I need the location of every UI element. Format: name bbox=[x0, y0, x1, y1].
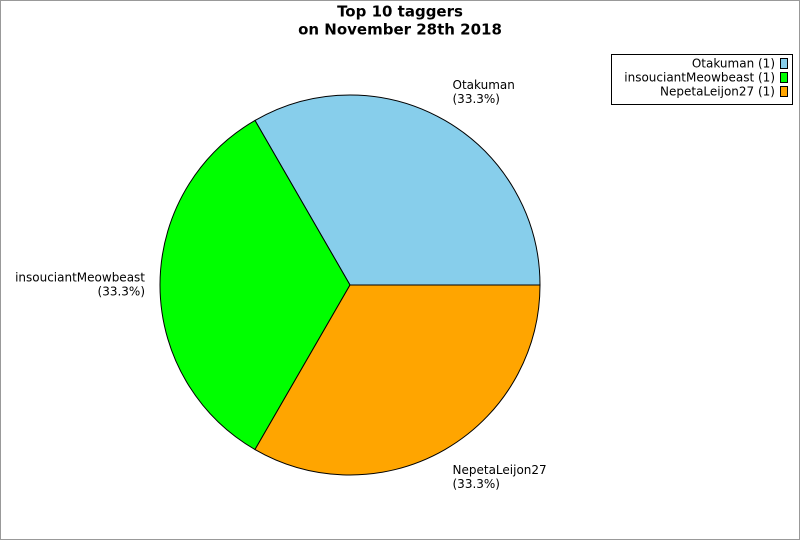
legend-label: NepetaLeijon27 (1) bbox=[660, 85, 775, 99]
legend-swatch bbox=[780, 72, 788, 83]
slice-value-label: (33.3%) bbox=[453, 477, 500, 491]
pie-slice bbox=[254, 94, 541, 286]
legend-box bbox=[611, 54, 793, 105]
legend-swatch bbox=[780, 86, 788, 97]
pie-slice bbox=[254, 284, 541, 476]
legend-swatch bbox=[780, 58, 788, 69]
chart-title: Top 10 taggers bbox=[337, 3, 463, 21]
slice-value-label: (33.3%) bbox=[453, 92, 500, 106]
slice-value-label: (33.3%) bbox=[98, 285, 145, 299]
slice-label: insouciantMeowbeast bbox=[15, 271, 145, 285]
slice-label: NepetaLeijon27 bbox=[453, 463, 547, 477]
legend-label: insouciantMeowbeast (1) bbox=[624, 71, 775, 85]
pie-slice bbox=[159, 119, 351, 451]
slice-label: Otakuman bbox=[453, 78, 515, 92]
chart-subtitle: on November 28th 2018 bbox=[298, 21, 502, 39]
legend-label: Otakuman (1) bbox=[692, 57, 775, 71]
